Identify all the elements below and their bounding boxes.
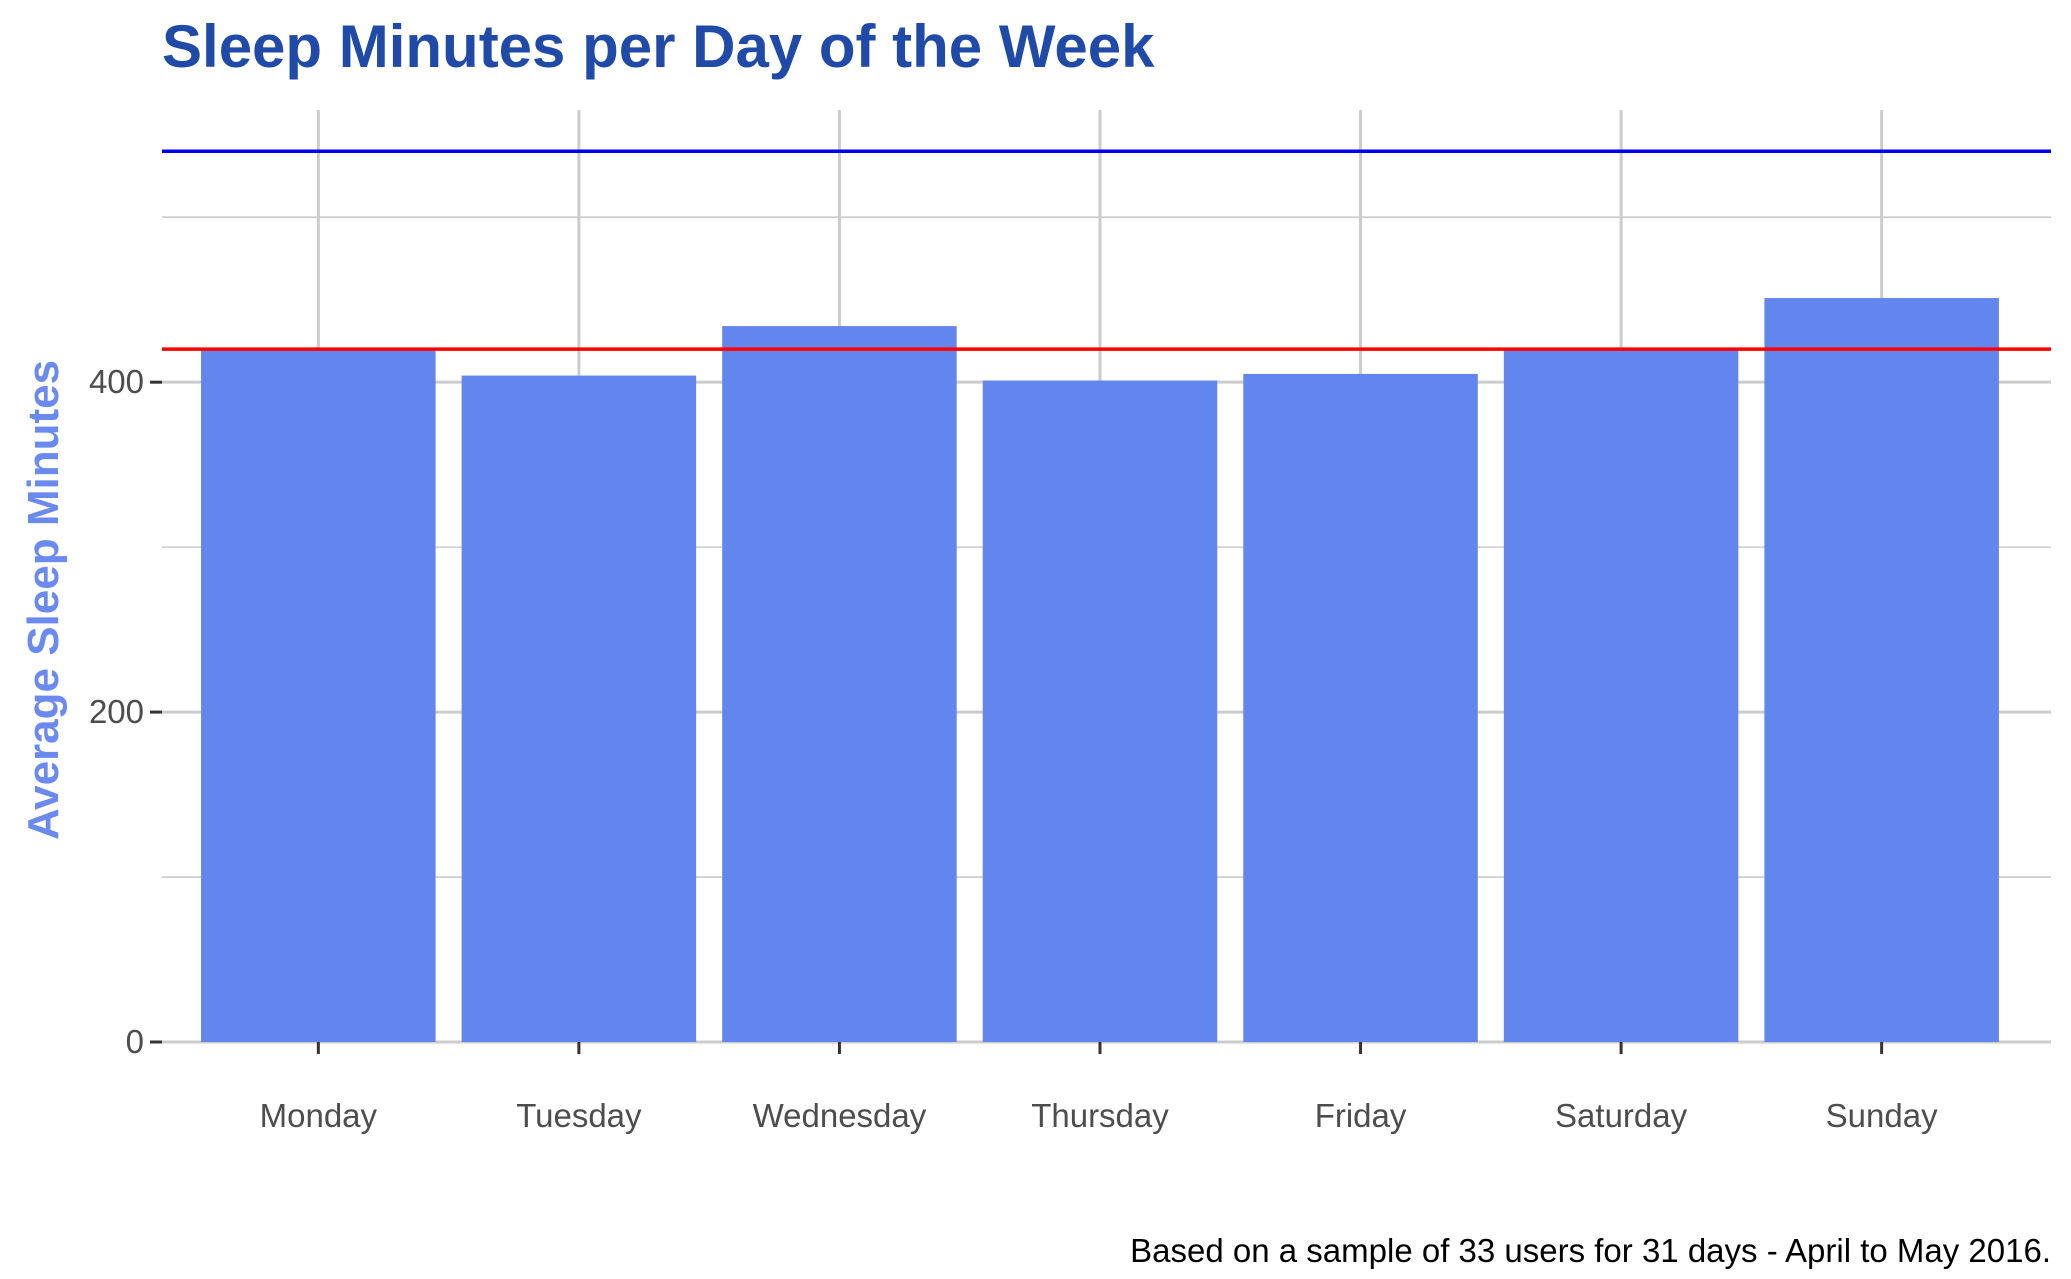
x-tick-label-sunday: Sunday xyxy=(1826,1097,1938,1134)
x-tick-label-saturday: Saturday xyxy=(1555,1097,1688,1134)
axes: 0 200 400 Monday Tuesday Wednesday Thursday Fri… xyxy=(89,363,1938,1134)
bar-sunday xyxy=(1764,298,1999,1042)
bars xyxy=(201,298,1999,1043)
x-tick-label-tuesday: Tuesday xyxy=(516,1097,642,1134)
x-tick-label-thursday: Thursday xyxy=(1031,1097,1169,1134)
x-tick-label-monday: Monday xyxy=(260,1097,378,1134)
y-tick-label: 200 xyxy=(89,693,144,730)
chart-title: Sleep Minutes per Day of the Week xyxy=(162,13,1155,80)
bar-saturday xyxy=(1503,349,1739,1042)
bar-friday xyxy=(1243,373,1478,1042)
bar-wednesday xyxy=(722,326,957,1042)
bar-tuesday xyxy=(461,375,697,1043)
chart-caption: Based on a sample of 33 users for 31 day… xyxy=(1130,1232,2051,1269)
y-tick-label: 0 xyxy=(126,1023,144,1060)
y-tick-label: 400 xyxy=(89,363,144,400)
y-axis-title: Average Sleep Minutes xyxy=(19,360,68,840)
bar-monday xyxy=(201,349,436,1042)
bar-thursday xyxy=(982,380,1218,1042)
x-tick-label-friday: Friday xyxy=(1315,1097,1407,1134)
reference-lines xyxy=(162,149,2051,351)
x-tick-label-wednesday: Wednesday xyxy=(753,1097,927,1134)
